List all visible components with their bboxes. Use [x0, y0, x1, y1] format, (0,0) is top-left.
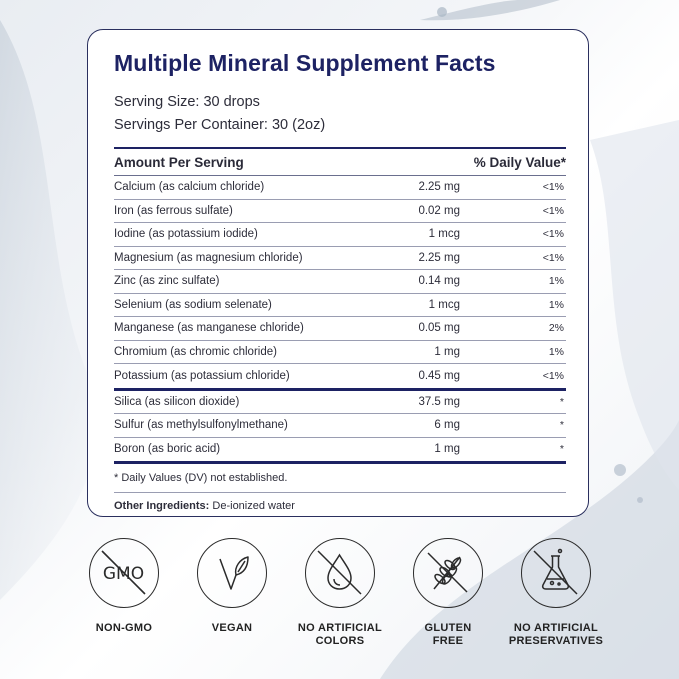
badge-gluten-free: GLUTEN FREE — [394, 538, 502, 648]
nutrient-row: Zinc (as zinc sulfate) 0.14 mg 1% — [114, 270, 566, 294]
nutrient-daily-value: * — [559, 419, 564, 432]
other-ingredients: Other Ingredients: De-ionized water — [114, 500, 566, 512]
nutrient-daily-value: <1% — [542, 204, 564, 217]
nutrient-row: Boron (as boric acid) 1 mg * — [114, 438, 566, 462]
badge-no-artificial-preservatives: NO ARTIFICIAL PRESERVATIVES — [502, 538, 610, 648]
group-divider — [114, 387, 566, 391]
non-gmo-label: NON-GMO — [95, 622, 153, 634]
nutrient-name: Boron (as boric acid) — [114, 443, 221, 456]
nutrient-name: Selenium (as sodium selenate) — [114, 298, 272, 311]
no-preservatives-flask-icon — [521, 538, 591, 608]
nutrient-name: Calcium (as calcium chloride) — [114, 181, 265, 194]
nutrient-name: Manganese (as manganese chloride) — [114, 322, 304, 335]
nutrients-group-b: Silica (as silicon dioxide) 37.5 mg * Sulfu… — [114, 391, 566, 462]
nutrient-amount: 1 mg — [434, 443, 460, 456]
nutrient-amount: 2.25 mg — [418, 181, 460, 194]
other-ingredients-value: De-ionized water — [209, 500, 295, 512]
nutrient-row: Manganese (as manganese chloride) 0.05 mg… — [114, 317, 566, 341]
other-ingredients-label: Other Ingredients: — [114, 500, 210, 512]
nutrient-amount: 1 mcg — [428, 228, 460, 241]
no-preservatives-label: NO ARTIFICIAL PRESERVATIVES — [508, 622, 604, 647]
gluten-free-label: GLUTEN FREE — [424, 622, 472, 647]
non-gmo-icon: GMO — [89, 538, 159, 608]
amount-per-serving-header: Amount Per Serving — [114, 154, 244, 170]
nutrients-group-a: Calcium (as calcium chloride) 2.25 mg <1% I… — [114, 176, 566, 388]
nutrient-amount: 2.25 mg — [418, 251, 460, 264]
nutrient-row: Chromium (as chromic chloride) 1 mg 1% — [114, 341, 566, 364]
nutrient-daily-value: * — [559, 443, 564, 456]
header-rule — [114, 147, 566, 149]
nutrient-amount: 37.5 mg — [418, 395, 460, 408]
gluten-free-wheat-icon — [413, 538, 483, 608]
daily-value-header: % Daily Value* — [473, 154, 566, 170]
nutrient-name: Zinc (as zinc sulfate) — [114, 275, 220, 288]
badge-no-artificial-colors: NO ARTIFICIAL COLORS — [286, 538, 394, 648]
group-divider-bottom — [114, 461, 566, 464]
nutrient-amount: 0.45 mg — [418, 369, 460, 382]
nutrient-name: Chromium (as chromic chloride) — [114, 345, 277, 358]
nutrient-daily-value: 1% — [548, 275, 564, 288]
nutrient-daily-value: 1% — [548, 298, 564, 311]
nutrient-amount: 1 mg — [434, 345, 460, 358]
header-sub-rule — [114, 175, 566, 176]
footnote: * Daily Values (DV) not established. — [114, 464, 566, 493]
nutrient-row: Iron (as ferrous sulfate) 0.02 mg <1% — [114, 200, 566, 223]
gmo-icon-text: GMO — [103, 564, 144, 584]
nutrient-daily-value: <1% — [542, 369, 564, 382]
nutrient-name: Silica (as silicon dioxide) — [114, 395, 240, 408]
nutrient-daily-value: <1% — [542, 228, 564, 241]
servings-per-container: Servings Per Container: 30 (2oz) — [114, 117, 326, 133]
vegan-leaf-icon — [197, 538, 267, 608]
nutrient-row: Silica (as silicon dioxide) 37.5 mg * — [114, 391, 566, 414]
nutrient-daily-value: <1% — [542, 181, 564, 194]
nutrient-daily-value: <1% — [542, 251, 564, 264]
no-colors-label: NO ARTIFICIAL COLORS — [297, 622, 383, 647]
nutrient-name: Magnesium (as magnesium chloride) — [114, 251, 303, 264]
vegan-label: VEGAN — [211, 622, 253, 634]
nutrient-daily-value: 2% — [548, 322, 564, 335]
nutrient-name: Iron (as ferrous sulfate) — [114, 204, 233, 217]
feature-badges: GMO NON-GMO VEGAN NO ARTIFICIAL COLORS — [70, 538, 610, 648]
nutrient-daily-value: 1% — [548, 345, 564, 358]
nutrient-row: Sulfur (as methylsulfonylmethane) 6 mg * — [114, 414, 566, 438]
nutrient-row: Calcium (as calcium chloride) 2.25 mg <1% — [114, 176, 566, 200]
nutrient-daily-value: * — [559, 395, 564, 408]
nutrient-name: Sulfur (as methylsulfonylmethane) — [114, 419, 288, 432]
nutrient-row: Potassium (as potassium chloride) 0.45 mg… — [114, 364, 566, 388]
table-header: Amount Per Serving % Daily Value* — [114, 149, 566, 175]
supplement-facts-panel: Multiple Mineral Supplement Facts Servin… — [87, 29, 589, 517]
nutrient-row: Selenium (as sodium selenate) 1 mcg 1% — [114, 294, 566, 317]
nutrient-amount: 0.02 mg — [418, 204, 460, 217]
badge-vegan: VEGAN — [178, 538, 286, 648]
nutrient-name: Iodine (as potassium iodide) — [114, 228, 258, 241]
serving-size: Serving Size: 30 drops — [114, 94, 260, 110]
nutrient-amount: 1 mcg — [428, 298, 460, 311]
nutrient-name: Potassium (as potassium chloride) — [114, 369, 290, 382]
nutrient-amount: 0.14 mg — [418, 275, 460, 288]
nutrient-row: Magnesium (as magnesium chloride) 2.25 mg… — [114, 247, 566, 270]
nutrient-amount: 6 mg — [434, 419, 460, 432]
badge-non-gmo: GMO NON-GMO — [70, 538, 178, 648]
no-colors-drop-icon — [305, 538, 375, 608]
nutrient-row: Iodine (as potassium iodide) 1 mcg <1% — [114, 223, 566, 247]
nutrient-amount: 0.05 mg — [418, 322, 460, 335]
panel-title: Multiple Mineral Supplement Facts — [114, 50, 496, 76]
